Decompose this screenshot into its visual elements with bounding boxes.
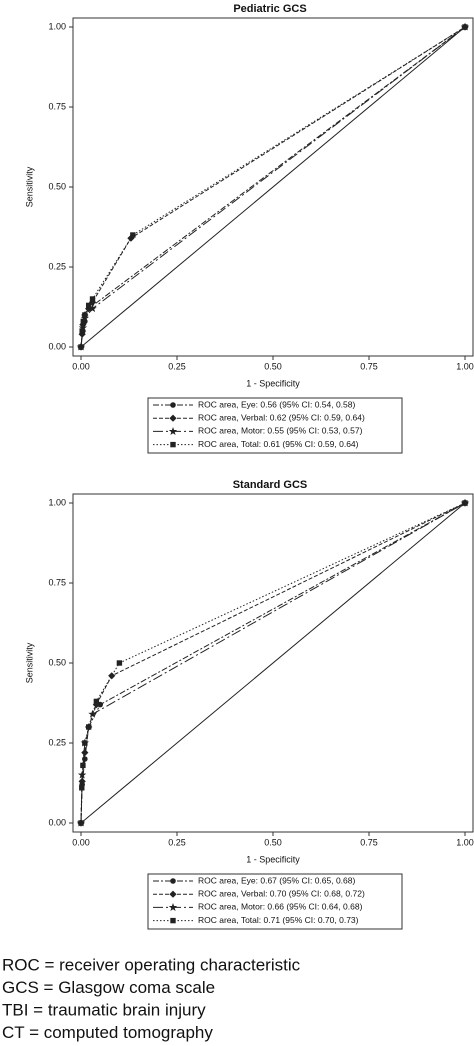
marker [88,709,97,718]
y-tick-label: 0.50 [48,181,66,191]
y-tick-label: 0.25 [48,261,66,271]
marker [130,232,136,238]
marker [80,313,90,322]
chart-title: Standard GCS [233,479,308,491]
x-tick-label: 0.75 [360,361,378,371]
legend-label: ROC area, Verbal: 0.70 (95% CI: 0.68, 0.… [198,888,365,898]
marker [169,414,177,422]
x-tick-label: 0.00 [72,361,90,371]
marker [81,749,89,757]
reference-diagonal [80,502,466,824]
legend-label: ROC area, Motor: 0.55 (95% CI: 0.53, 0.5… [198,426,363,436]
y-tick-label: 0.00 [48,341,66,351]
marker [88,304,97,313]
legend-box [147,397,403,454]
chart-title: Pediatric GCS [233,3,306,15]
x-tick-label: 0.00 [72,837,90,847]
footnote: TBI = traumatic brain injury [2,1000,206,1019]
marker [78,820,84,826]
y-tick-label: 0.75 [48,101,66,111]
marker [78,344,84,350]
x-tick-label: 0.50 [264,361,282,371]
marker [170,402,176,408]
marker [462,24,468,30]
marker [170,917,176,924]
x-tick-label: 1.00 [456,837,474,847]
y-tick-label: 0.75 [48,577,66,587]
x-axis-label: 1 - Specificity [246,378,300,388]
x-tick-label: 1.00 [456,361,474,371]
marker [82,740,88,746]
footnote: CT = computed tomography [2,1023,213,1042]
marker [89,296,96,302]
marker [108,672,116,680]
y-tick-label: 0.00 [48,817,66,827]
legend-label: ROC area, Total: 0.71 (95% CI: 0.70, 0.7… [198,915,359,925]
marker [116,660,123,666]
y-tick-label: 1.00 [48,497,66,507]
legend-label: ROC area, Motor: 0.66 (95% CI: 0.64, 0.6… [198,902,363,912]
marker [82,312,88,318]
marker [78,330,86,338]
y-axis-label: Sensitivity [24,166,34,207]
marker [85,302,92,309]
marker [169,890,177,898]
y-tick-label: 0.50 [48,657,66,667]
legend-label: ROC area, Verbal: 0.62 (95% CI: 0.59, 0.… [198,412,365,422]
x-axis-label: 1 - Specificity [246,854,300,864]
marker [79,785,85,791]
marker [462,500,468,506]
marker [170,878,176,884]
y-axis-label: Sensitivity [24,642,34,683]
marker [170,441,176,448]
y-tick-label: 1.00 [48,21,66,31]
reference-diagonal [80,26,466,348]
x-tick-label: 0.25 [168,361,186,371]
marker [77,770,87,779]
marker [85,724,92,730]
marker [168,903,178,911]
footnote: GCS = Glasgow coma scale [2,978,215,997]
marker [92,701,100,709]
legend-label: ROC area, Eye: 0.56 (95% CI: 0.54, 0.58) [198,399,355,409]
legend-box [147,873,403,930]
marker [168,427,178,435]
x-tick-label: 0.50 [264,837,282,847]
marker [80,318,87,325]
marker [80,762,86,769]
footnote: ROC = receiver operating characteristic [2,955,301,974]
legend-label: ROC area, Total: 0.61 (95% CI: 0.59, 0.6… [198,439,359,449]
marker [85,305,93,313]
marker [79,328,85,334]
legend-label: ROC area, Eye: 0.67 (95% CI: 0.65, 0.68) [198,875,355,885]
x-tick-label: 0.25 [168,837,186,847]
roc-line [80,502,466,824]
x-tick-label: 0.75 [360,837,378,847]
y-tick-label: 0.25 [48,737,66,747]
marker [78,323,88,332]
marker [93,698,100,705]
